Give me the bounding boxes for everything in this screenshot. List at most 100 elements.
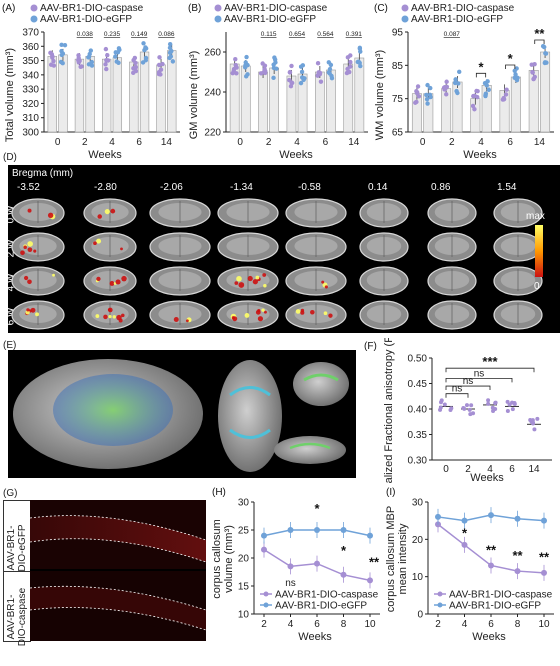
x-tick-label: 14	[161, 137, 173, 148]
significance-marker: **	[512, 548, 523, 563]
x-tick-label: 8	[515, 619, 521, 630]
row-label-caspase: AAV-BR1- DIO-caspase	[6, 568, 28, 666]
heat-spot	[121, 275, 127, 282]
heat-spot	[238, 282, 245, 288]
mbp-staining-images	[29, 500, 207, 641]
data-point	[133, 64, 139, 70]
data-point	[367, 532, 373, 539]
data-point	[114, 59, 119, 64]
data-point	[271, 75, 276, 81]
p-value-label: 0.115	[261, 31, 277, 38]
data-point	[483, 92, 488, 98]
x-tick-label: 0	[237, 137, 243, 148]
heat-spot	[93, 241, 97, 246]
y-tick-label: 0.35	[408, 430, 428, 441]
x-tick-label: 10	[538, 619, 550, 630]
data-point	[243, 60, 248, 65]
data-point	[415, 84, 421, 89]
significance-marker: **	[369, 554, 380, 569]
data-point	[348, 59, 353, 65]
data-point	[512, 68, 517, 74]
heat-spot	[26, 308, 30, 312]
heat-spot	[300, 308, 305, 313]
data-point	[486, 87, 491, 92]
legend-egfp-text: AAV-BR1-DIO-eGFP	[411, 14, 503, 25]
x-tick-label: 4	[288, 619, 294, 630]
bregma-value: -2.80	[94, 182, 117, 193]
data-point	[261, 532, 267, 539]
significance-marker: ns	[463, 376, 474, 387]
data-point	[358, 49, 363, 54]
data-point	[503, 92, 509, 97]
data-point	[416, 94, 422, 99]
data-point	[167, 41, 173, 47]
caspase-corpus-callosum-band	[30, 586, 206, 630]
data-point	[59, 42, 64, 48]
data-point	[169, 48, 174, 54]
data-point	[424, 97, 430, 102]
y-axis-label-line1: corpus callosum MBP	[385, 506, 397, 612]
coronal-brain-shape	[293, 362, 349, 406]
x-tick-label: 6	[509, 464, 515, 475]
bregma-value: 0.86	[431, 182, 451, 193]
data-point	[438, 405, 443, 410]
legend-caspase-text: AAV-BR1-DIO-caspase	[40, 3, 144, 14]
data-point	[425, 101, 430, 106]
y-tick-label: 220	[204, 128, 221, 139]
data-point	[513, 72, 518, 77]
data-point	[468, 412, 473, 417]
x-axis-label: Weeks	[298, 631, 332, 643]
x-tick-label: 2	[449, 137, 455, 148]
data-point	[86, 55, 91, 60]
data-point	[505, 409, 510, 414]
legend-caspase-marker	[263, 591, 269, 597]
panel-h-chart: (H) corpus callosum volume (mm³) Weeks 1…	[211, 487, 380, 643]
p-value-label: 0.087	[444, 31, 461, 38]
panel-f-label: (F)	[364, 341, 377, 352]
heat-spot	[247, 275, 253, 282]
heat-spot	[107, 308, 112, 312]
data-point	[510, 400, 515, 405]
heat-spot	[52, 273, 55, 277]
data-point	[87, 51, 92, 57]
heat-spot	[116, 314, 122, 321]
bar	[112, 57, 123, 133]
data-point	[140, 60, 146, 65]
data-point	[60, 61, 65, 66]
data-point	[51, 63, 57, 68]
data-point	[491, 408, 496, 413]
panel-c-chart: (C) AAV-BR1-DIO-caspase AAV-BR1-DIO-eGFP…	[374, 3, 554, 161]
y-tick-label: 300	[22, 128, 39, 139]
data-point	[358, 63, 363, 69]
data-point	[457, 69, 462, 75]
y-tick-label: 330	[22, 85, 39, 96]
data-point	[535, 416, 540, 421]
data-point	[60, 51, 66, 56]
data-point	[541, 569, 547, 576]
axial-tract-overlay	[229, 386, 271, 439]
x-tick-label: 2	[266, 137, 272, 148]
significance-marker: **	[534, 26, 545, 41]
y-tick-label: 0	[417, 610, 423, 621]
legend-egfp-text: AAV-BR1-DIO-eGFP	[275, 601, 367, 612]
heat-spot	[23, 245, 27, 249]
data-point	[299, 75, 305, 80]
legend-caspase-marker	[214, 4, 222, 12]
p-value-label: 0.391	[346, 31, 363, 38]
heat-spot	[173, 317, 179, 322]
data-point	[299, 69, 305, 75]
data-point	[158, 67, 164, 72]
heat-spot	[234, 281, 239, 285]
significance-marker: ns	[474, 368, 485, 379]
significance-bracket	[445, 393, 469, 398]
row-labels-box: AAV-BR1- DIO-eGFP AAV-BR1- DIO-caspase	[3, 500, 31, 646]
y-tick-label: 75	[392, 94, 404, 105]
panel-f-chart: (F) Normalized Fractional anisotropy (FA…	[364, 338, 552, 484]
data-point	[133, 68, 139, 74]
egfp-outline-bottom	[29, 538, 207, 563]
y-tick-label: 25	[238, 526, 250, 537]
coronal-tract-overlay	[303, 373, 339, 382]
data-point	[314, 560, 320, 567]
data-point	[48, 50, 53, 56]
data-point	[367, 577, 373, 584]
